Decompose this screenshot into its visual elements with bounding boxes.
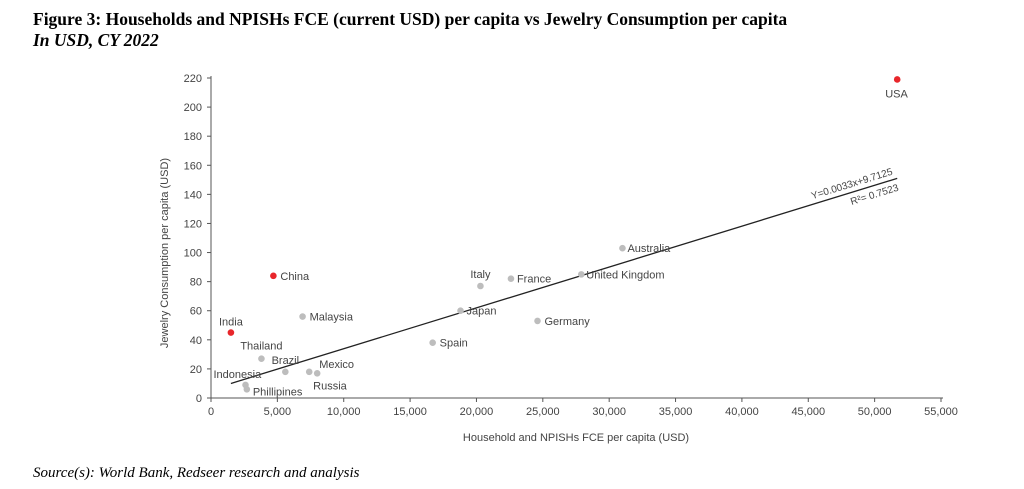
data-label: Mexico	[319, 359, 354, 371]
data-point-russia	[313, 369, 321, 377]
data-label: Russia	[313, 380, 348, 392]
figure-subtitle: In USD, CY 2022	[33, 30, 159, 50]
y-tick-label: 140	[184, 189, 202, 201]
data-label: Australia	[627, 243, 671, 255]
x-tick-label: 55,000	[924, 406, 958, 418]
x-tick-label: 25,000	[526, 406, 560, 418]
data-point-italy	[477, 282, 484, 290]
data-point-australia	[619, 244, 626, 252]
source-note: Source(s): World Bank, Redseer research …	[33, 465, 360, 481]
data-point-spain	[429, 339, 436, 347]
y-tick-label: 0	[196, 393, 202, 405]
y-tick-label: 20	[190, 364, 202, 376]
data-label: Germany	[545, 316, 591, 328]
data-label: Italy	[470, 269, 491, 281]
data-label: Japan	[467, 306, 497, 318]
data-point-china	[270, 272, 277, 280]
x-tick-label: 10,000	[327, 406, 361, 418]
data-point-usa	[893, 76, 901, 83]
scatter-chart: 0 5,000 10,000 15,000 20,000 25,000 30,000 35,0…	[159, 73, 958, 444]
data-label: USA	[885, 88, 908, 100]
data-point-brazil	[282, 368, 289, 376]
data-label: France	[517, 274, 551, 286]
x-axis-label: Household and NPISHs FCE per capita (USD…	[463, 432, 689, 444]
x-tick-label: 0	[208, 406, 214, 418]
y-tick-label: 100	[184, 248, 202, 260]
y-tick-label: 120	[184, 218, 202, 230]
x-tick-label: 50,000	[858, 406, 892, 418]
data-label: Thailand	[240, 341, 282, 353]
y-axis-label: Jewelry Consumption per capita (USD)	[159, 158, 171, 348]
x-tick-label: 15,000	[393, 406, 427, 418]
x-tick-label: 35,000	[659, 406, 693, 418]
y-tick-label: 40	[190, 335, 202, 347]
y-tick-label: 80	[190, 277, 202, 289]
y-tick-label: 60	[190, 306, 202, 318]
figure-title: Figure 3: Households and NPISHs FCE (cur…	[33, 9, 788, 29]
data-point-germany	[534, 317, 541, 325]
data-label: United Kingdom	[586, 269, 664, 281]
data-label: Indonesia	[214, 369, 263, 381]
x-tick-label: 20,000	[460, 406, 494, 418]
y-tick-label: 220	[184, 73, 202, 85]
x-tick-label: 5,000	[264, 406, 292, 418]
data-point-phillipines	[243, 385, 251, 393]
x-tick-label: 40,000	[725, 406, 759, 418]
data-label: China	[280, 271, 310, 283]
data-point-thailand	[258, 355, 265, 363]
data-label: Spain	[440, 338, 468, 350]
data-point-united-kingdom	[578, 271, 585, 278]
data-label: Phillipines	[253, 386, 303, 398]
data-point-malaysia	[299, 313, 306, 320]
y-tick-label: 160	[184, 160, 202, 172]
data-label: India	[219, 317, 244, 329]
y-tick-label: 180	[184, 131, 202, 143]
data-point-france	[507, 275, 515, 283]
data-point-japan	[457, 307, 464, 315]
x-tick-label: 45,000	[791, 406, 825, 418]
x-tick-label: 30,000	[592, 406, 626, 418]
data-label: Brazil	[272, 355, 300, 367]
y-tick-label: 200	[184, 102, 202, 114]
data-point-mexico	[305, 368, 313, 376]
trend-line	[230, 177, 898, 385]
data-label: Malaysia	[310, 312, 354, 324]
data-point-india	[227, 329, 235, 336]
